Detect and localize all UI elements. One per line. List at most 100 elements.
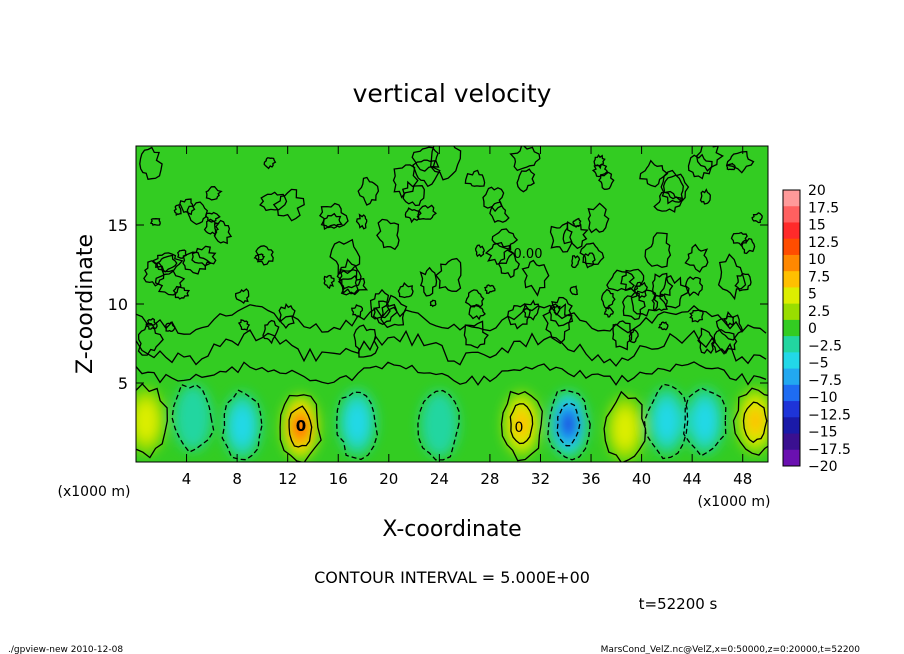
colorbar-label: 0: [808, 321, 817, 337]
x-axis-unit-right: (x1000 m): [698, 494, 771, 510]
contour-lines: [136, 146, 768, 462]
contour-line: [380, 294, 408, 329]
contour-line: [139, 146, 163, 181]
contour-line: [145, 317, 158, 330]
colorbar-cell: [783, 319, 800, 337]
contour-line: [684, 276, 703, 297]
chart-title: vertical velocity: [353, 79, 552, 108]
contour-line: [419, 266, 438, 297]
contour-line: [336, 258, 362, 290]
contour-line: [579, 242, 605, 265]
contour-line: [542, 303, 573, 345]
colorbar-label: −20: [808, 459, 838, 475]
contour-line: [612, 320, 633, 351]
contour-line: [429, 299, 437, 308]
contour-line: [684, 243, 709, 273]
x-tick-label: 40: [632, 470, 651, 488]
velocity-cell: [613, 408, 637, 450]
contour-line: [643, 383, 689, 460]
contour-line: [213, 219, 233, 245]
contour-line: [172, 285, 191, 300]
contour-line: [653, 190, 682, 213]
contour-line: [521, 259, 550, 297]
contour-line: [412, 159, 441, 188]
colorbar-label: 17.5: [808, 200, 839, 216]
contour-line: [353, 324, 379, 358]
colorbar-cell: [783, 303, 800, 321]
contour-line: [376, 218, 400, 251]
contour-line: [556, 402, 581, 447]
contour-line: [483, 284, 496, 294]
x-tick-label: 36: [581, 470, 600, 488]
contour-line: [732, 387, 768, 456]
velocity-cell: [345, 402, 369, 443]
contour-line: [279, 394, 322, 462]
contour-line: [639, 159, 669, 188]
contour-line: [516, 168, 536, 193]
colorbar-cell: [783, 238, 800, 256]
contour-line: [278, 302, 296, 329]
colorbar-label: 7.5: [808, 269, 830, 285]
contour-line: [262, 319, 280, 345]
y-axis-label: Z-coordinate: [73, 234, 98, 374]
contour-line: [587, 202, 610, 234]
contour-line: [392, 164, 419, 199]
x-axis-unit-left: (x1000 m): [58, 484, 131, 500]
contour-line: [491, 228, 519, 251]
x-tick-label: 24: [430, 470, 449, 488]
x-tick-label: 8: [232, 470, 242, 488]
contour-line: [570, 254, 581, 269]
contour-line: [591, 163, 609, 178]
velocity-cell: [513, 409, 530, 439]
contour-line: [173, 203, 182, 217]
x-tick-label: 20: [379, 470, 398, 488]
contour-line: [697, 327, 716, 355]
colorbar-label: 20: [808, 183, 826, 199]
contour-interval-text: CONTOUR INTERVAL = 5.000E+00: [314, 568, 590, 587]
contour-line: [253, 253, 266, 261]
contour-line: [751, 212, 763, 224]
colorbar-cell: [783, 401, 800, 418]
velocity-cell: [173, 384, 212, 451]
footer-left: ./gpview-new 2010-12-08: [8, 645, 123, 654]
plot-area: 0 0 0.00: [135, 145, 769, 463]
colorbar-cell: [783, 449, 800, 467]
contour-line: [734, 272, 752, 292]
x-tick-label: 28: [480, 470, 499, 488]
contour-line: [652, 272, 674, 297]
contour-line: [651, 293, 668, 312]
colorbar-cell: [783, 222, 800, 240]
contour-line: [154, 270, 186, 296]
contour-line: [659, 274, 689, 309]
contour-line: [464, 169, 486, 187]
velocity-cell: [420, 391, 459, 458]
contour-line: [628, 328, 639, 344]
colorbar-cell: [783, 190, 800, 207]
contour-line: [416, 204, 437, 221]
contour-line: [355, 213, 368, 230]
contour-line: [717, 253, 747, 301]
colorbar-label: −2.5: [808, 338, 842, 354]
contour-line: [255, 245, 274, 266]
contour-line: [151, 252, 184, 273]
contour-line: [411, 146, 440, 172]
x-tick-label: 4: [182, 470, 192, 488]
contour-line: [237, 319, 251, 331]
contour-line: [740, 237, 756, 255]
colorbar-label: 5: [808, 287, 817, 303]
y-axis: 5 10 15: [108, 216, 768, 393]
contour-line: [430, 146, 462, 181]
colorbar-label: 15: [808, 218, 826, 234]
contour-line: [620, 268, 645, 293]
contour-line: [500, 390, 543, 462]
contour-line: [726, 162, 736, 171]
y-tick-label: 5: [118, 374, 128, 393]
x-tick-label: 16: [329, 470, 348, 488]
contour-line: [136, 304, 767, 335]
contour-line: [357, 176, 380, 206]
colorbar-cell: [783, 287, 800, 305]
colorbar-label: −10: [808, 390, 838, 406]
colorbar-cell: [783, 368, 800, 386]
contour-line: [661, 174, 684, 205]
